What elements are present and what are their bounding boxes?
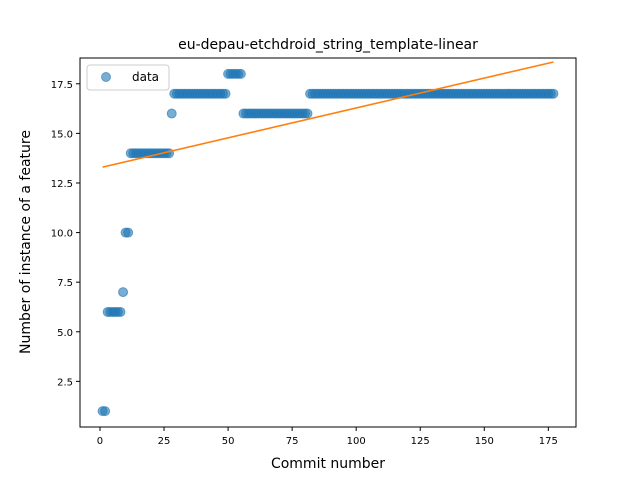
- x-tick-label: 75: [286, 436, 299, 447]
- y-tick-label: 5.0: [57, 328, 73, 339]
- chart-title: eu-depau-etchdroid_string_template-linea…: [178, 37, 478, 53]
- legend-label-data: data: [132, 70, 159, 84]
- data-point: [123, 227, 134, 238]
- y-tick-label: 10.0: [51, 229, 73, 240]
- x-tick-label: 25: [158, 436, 171, 447]
- x-tick-label: 0: [97, 436, 103, 447]
- data-point: [302, 108, 313, 119]
- legend-frame: [86, 64, 170, 91]
- y-tick-label: 7.5: [57, 278, 73, 289]
- y-tick-label: 15.0: [51, 129, 73, 140]
- y-tick-label: 2.5: [57, 377, 73, 388]
- x-tick-label: 125: [411, 436, 430, 447]
- x-tick-label: 150: [475, 436, 494, 447]
- y-tick-label: 17.5: [51, 80, 73, 91]
- data-point: [548, 88, 559, 99]
- x-tick-label: 100: [347, 436, 366, 447]
- axes: 0 25 50 75 100 125 150 175 2.5 5.0 7.5 10.0 12.5 15.0…: [51, 57, 577, 447]
- data-series: [97, 61, 559, 417]
- fit-line: [102, 61, 554, 168]
- legend: data: [86, 64, 170, 91]
- data-point: [235, 68, 246, 79]
- axes-frame: [79, 57, 577, 428]
- data-point: [220, 88, 231, 99]
- x-tick-label: 175: [539, 436, 558, 447]
- data-point: [100, 406, 111, 417]
- y-tick-label: 12.5: [51, 179, 73, 190]
- data-point: [118, 287, 129, 298]
- legend-marker-data: [101, 72, 111, 82]
- y-axis-label: Number of instance of a feature: [18, 130, 34, 354]
- x-tick-label: 50: [222, 436, 235, 447]
- data-point: [166, 108, 177, 119]
- x-axis-label: Commit number: [271, 456, 385, 472]
- data-point: [115, 306, 126, 317]
